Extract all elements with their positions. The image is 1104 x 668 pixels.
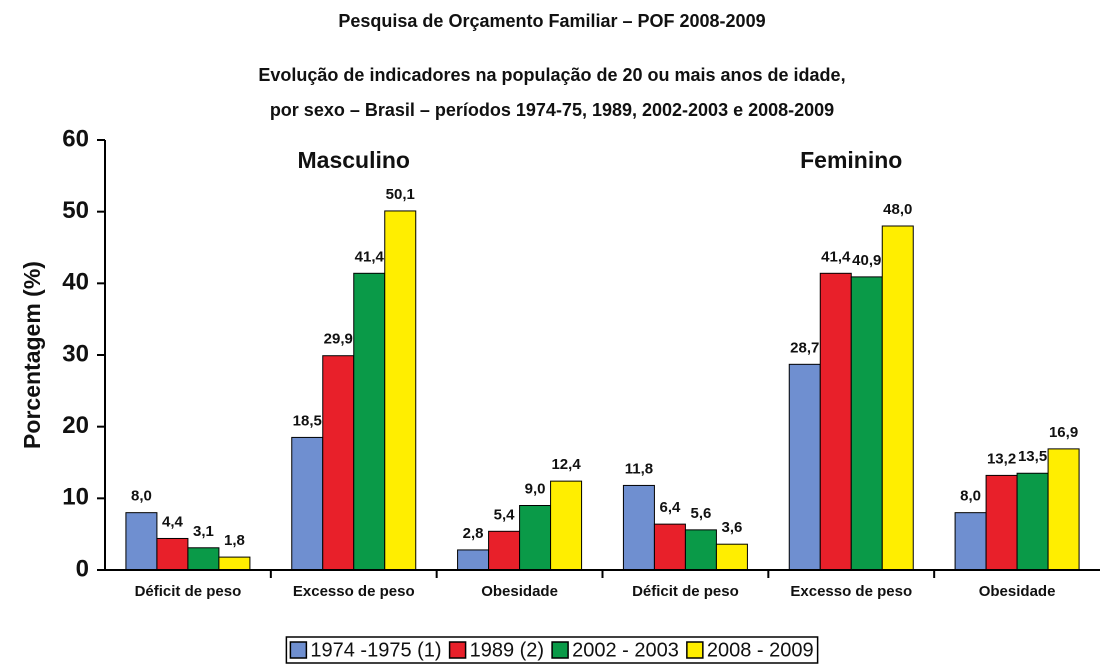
x-tick-label: Obesidade [481,583,558,600]
legend: 1974 -1975 (1) 1989 (2) 2002 - 2003 2008 - … [285,636,819,664]
data-label: 50,1 [386,186,415,203]
data-label: 28,7 [790,339,819,356]
legend-swatch [551,641,569,659]
data-label: 29,9 [324,331,353,348]
data-label: 41,4 [821,248,851,265]
x-tick-label: Déficit de peso [632,583,739,600]
bar [653,523,686,571]
chart-subtitle: Evolução de indicadores na população de … [258,65,845,85]
legend-label: 2008 - 2009 [707,639,814,661]
legend-label: 1989 (2) [470,639,545,661]
bar [622,484,655,571]
y-tick-label: 10 [62,484,89,511]
data-label: 13,2 [987,450,1016,467]
bar [1047,448,1080,571]
x-tick-label: Déficit de peso [135,583,242,600]
y-tick-label: 30 [62,340,89,367]
legend-swatch [686,641,704,659]
chart-subtitle: por sexo – Brasil – períodos 1974-75, 19… [270,100,834,120]
data-label: 4,4 [162,513,184,530]
bar [457,549,490,571]
x-tick-label: Excesso de peso [790,583,912,600]
bar [788,363,821,571]
data-label: 6,4 [659,499,681,516]
data-label: 16,9 [1049,424,1078,441]
y-tick-label: 20 [62,412,89,439]
data-label: 48,0 [883,201,912,218]
bar [684,529,717,571]
data-label: 41,4 [355,248,385,265]
y-axis-label: Porcentagem (%) [19,261,45,449]
legend-label: 1974 -1975 (1) [310,639,441,661]
y-tick-label: 0 [76,555,89,582]
y-tick-label: 50 [62,197,89,224]
bar [125,512,158,571]
bar [954,512,987,571]
data-label: 8,0 [960,488,981,505]
legend-label: 2002 - 2003 [572,639,679,661]
data-label: 11,8 [625,460,653,477]
data-label: 2,8 [463,525,484,542]
data-label: 1,8 [224,532,245,549]
x-tick-label: Obesidade [979,583,1056,600]
y-tick-label: 60 [62,125,89,152]
data-label: 40,9 [852,252,881,269]
annotation: Feminino [800,147,902,173]
data-label: 5,6 [690,505,711,522]
y-tick-label: 40 [62,269,89,296]
data-label: 3,6 [721,519,742,536]
data-label: 9,0 [525,480,546,497]
bar [488,530,521,571]
bar [550,480,583,571]
data-label: 13,5 [1018,448,1047,465]
data-label: 5,4 [494,506,516,523]
legend-swatch [448,641,467,659]
bar [850,276,883,571]
data-label: 18,5 [293,412,322,429]
bar [881,225,914,571]
bar [353,272,386,571]
data-label: 12,4 [551,456,581,473]
bar [291,436,324,571]
data-label: 3,1 [193,523,214,540]
bar [156,537,189,571]
data-label: 8,0 [131,488,152,505]
bar [218,556,251,571]
bar [519,505,552,571]
bar [322,355,355,571]
annotation: Masculino [298,147,410,173]
bar [1016,472,1049,571]
legend-box [285,636,819,664]
chart-title: Pesquisa de Orçamento Familiar – POF 200… [338,11,765,31]
bar [187,547,220,571]
x-tick-label: Excesso de peso [293,583,415,600]
bar [985,474,1018,571]
bar [819,272,852,571]
bar [715,543,748,571]
legend-swatch [289,641,308,659]
bar [384,210,417,571]
